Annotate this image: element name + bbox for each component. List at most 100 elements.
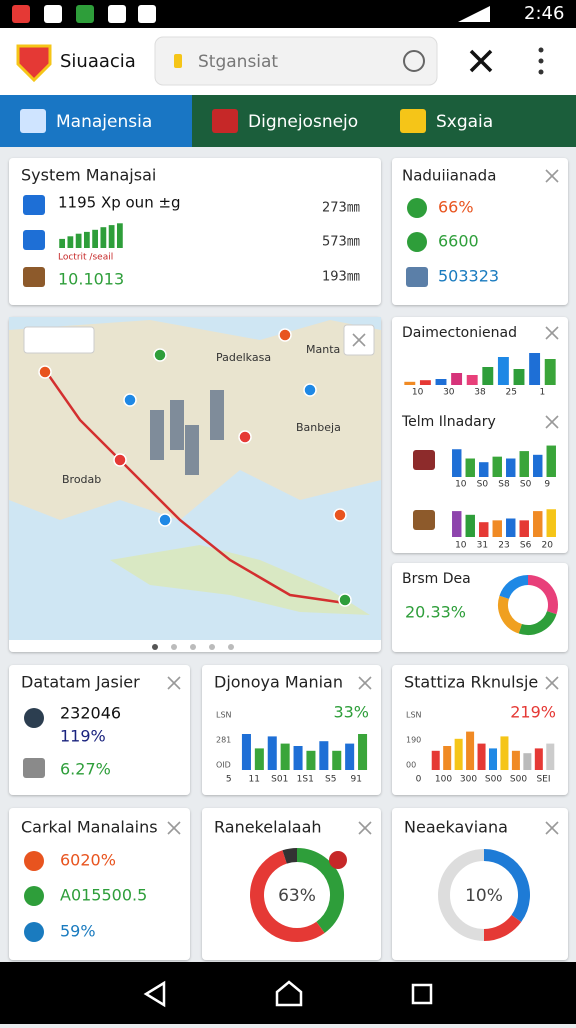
close-button[interactable] xyxy=(545,169,559,183)
bar xyxy=(497,357,509,385)
map-label: Padelkasa xyxy=(216,351,271,364)
x-label: S8 xyxy=(498,480,510,490)
label: 219% xyxy=(510,703,556,722)
label: 6.27% xyxy=(60,760,111,779)
tab-icon xyxy=(400,109,426,133)
menu-dot[interactable] xyxy=(538,58,544,64)
status-icon xyxy=(44,5,62,23)
nav-recent[interactable] xyxy=(411,983,433,1005)
x-label: S6 xyxy=(520,541,532,551)
search-box[interactable] xyxy=(154,36,438,86)
map-pin[interactable] xyxy=(333,508,347,522)
badge-icon xyxy=(329,851,347,869)
donut-segment xyxy=(498,595,523,634)
bar xyxy=(280,743,290,770)
map-pin[interactable] xyxy=(278,328,292,342)
card xyxy=(392,158,568,305)
bar xyxy=(435,379,447,385)
map-toolbar[interactable] xyxy=(23,326,95,354)
status-icon xyxy=(76,5,94,23)
map-pin[interactable] xyxy=(113,453,127,467)
axis-label: 281 xyxy=(216,736,231,745)
page-dot[interactable] xyxy=(228,644,234,650)
card xyxy=(392,808,568,960)
close-search[interactable] xyxy=(469,49,493,73)
bar xyxy=(59,238,66,248)
page-dot[interactable] xyxy=(152,644,158,650)
x-label: 1S1 xyxy=(297,775,314,785)
bar xyxy=(404,381,416,385)
app-title: Siuaacia xyxy=(60,51,136,72)
bar xyxy=(534,748,543,770)
close-button[interactable] xyxy=(358,821,372,835)
page-dot[interactable] xyxy=(171,644,177,650)
donut-center: 10% xyxy=(465,886,503,906)
bar xyxy=(500,736,509,770)
bar xyxy=(75,233,82,248)
bar xyxy=(492,520,502,537)
close-button[interactable] xyxy=(358,676,372,690)
icon xyxy=(24,886,44,906)
x-label: 20 xyxy=(541,541,553,551)
close-button[interactable] xyxy=(545,821,559,835)
bar xyxy=(506,458,516,477)
label: Stattiza Rknulsje xyxy=(404,673,538,692)
map-pin[interactable] xyxy=(238,430,252,444)
status-icon xyxy=(108,5,126,23)
label: Neaekaviana xyxy=(404,818,508,837)
x-label: 10 xyxy=(455,541,467,551)
logo xyxy=(16,44,52,83)
map-pin[interactable] xyxy=(153,348,167,362)
tab-label[interactable]: Dignejosnejo xyxy=(248,112,358,132)
bar xyxy=(479,462,489,477)
icon xyxy=(413,510,435,530)
map-pin[interactable] xyxy=(303,383,317,397)
close-line xyxy=(545,169,559,183)
map-building xyxy=(150,410,164,460)
bar xyxy=(254,748,264,770)
icon xyxy=(23,758,45,778)
icon xyxy=(406,267,428,287)
close-button[interactable] xyxy=(167,676,181,690)
label: 273㎜ xyxy=(322,201,360,216)
map-route xyxy=(43,369,346,605)
page-dot[interactable] xyxy=(209,644,215,650)
label: 573㎜ xyxy=(322,235,360,250)
tab-label[interactable]: Manajensia xyxy=(56,112,152,132)
page-dot[interactable] xyxy=(190,644,196,650)
bar xyxy=(544,359,556,385)
bar xyxy=(477,743,486,770)
map-pin[interactable] xyxy=(158,513,172,527)
menu-dot[interactable] xyxy=(538,47,544,53)
x-label: 11 xyxy=(249,775,260,785)
map-pin[interactable] xyxy=(338,593,352,607)
x-label: 9 xyxy=(544,480,550,490)
close-line xyxy=(358,676,372,690)
close-button[interactable] xyxy=(545,326,559,340)
label: Carkal Manalains xyxy=(21,818,158,837)
close-button[interactable] xyxy=(352,333,366,347)
close-button[interactable] xyxy=(545,676,559,690)
close-button[interactable] xyxy=(167,821,181,835)
x-label: 10 xyxy=(455,480,467,490)
nav-back[interactable] xyxy=(143,980,166,1008)
x-label: S0 xyxy=(520,480,532,490)
nav-home[interactable] xyxy=(275,980,303,1007)
refresh-icon[interactable] xyxy=(403,50,425,72)
donut-center: 63% xyxy=(278,886,316,906)
close-button[interactable] xyxy=(545,415,559,429)
donut-segment xyxy=(518,610,557,635)
bar xyxy=(466,731,475,770)
tab-icon xyxy=(20,109,46,133)
tab-label[interactable]: Sxgaia xyxy=(436,112,493,132)
axis-label: LSN xyxy=(216,711,232,720)
x-label: SEI xyxy=(536,775,550,785)
map-pin[interactable] xyxy=(123,393,137,407)
icon xyxy=(413,450,435,470)
bar xyxy=(492,456,502,477)
status-icon xyxy=(12,5,30,23)
menu-dot[interactable] xyxy=(538,69,544,75)
map-pin[interactable] xyxy=(38,365,52,379)
label: 59% xyxy=(60,922,96,941)
close-line xyxy=(545,821,559,835)
